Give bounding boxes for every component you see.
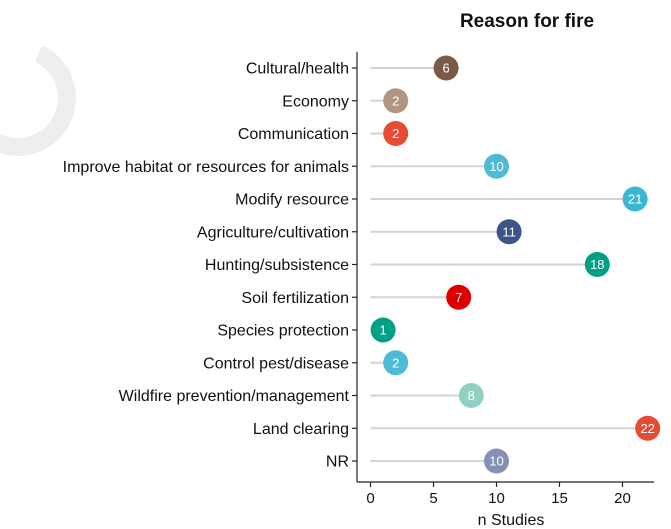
point-10 [458,383,484,408]
value-label-9: 2 [392,355,399,370]
value-label-7: 7 [455,290,462,305]
category-label-6: Hunting/subsistence [205,257,349,274]
point-3 [484,153,509,179]
chart-title: Reason for fire [460,11,594,32]
x-tick-label-4: 20 [614,490,631,507]
value-label-4: 21 [628,192,642,207]
point-1 [383,88,409,114]
point-11 [635,415,661,441]
category-label-5: Agriculture/cultivation [197,224,349,241]
point-6 [584,252,610,277]
point-7 [446,284,472,310]
x-axis-label: n Studies [478,512,545,529]
category-label-1: Economy [282,93,349,110]
category-label-9: Control pest/disease [203,355,349,372]
category-label-4: Modify resource [235,192,349,209]
point-0 [433,55,459,81]
category-label-12: NR [326,454,349,471]
value-label-8: 1 [379,323,386,338]
x-tick-label-1: 5 [429,490,437,507]
category-label-3: Improve habitat or resources for animals [63,159,349,176]
value-label-1: 2 [392,93,399,108]
point-9 [383,350,409,376]
value-label-10: 8 [468,388,475,403]
value-label-6: 18 [590,257,604,272]
category-label-0: Cultural/health [246,61,349,78]
value-label-12: 10 [489,454,503,469]
value-label-0: 6 [442,61,449,76]
point-2 [383,121,409,146]
value-label-11: 22 [640,421,654,436]
x-tick-label-3: 15 [551,490,568,507]
x-tick-label-0: 0 [366,490,374,507]
category-label-8: Species protection [217,323,349,340]
category-label-10: Wildfire prevention/management [119,388,350,405]
value-label-3: 10 [489,159,503,174]
point-5 [496,219,522,245]
category-label-11: Land clearing [253,421,349,438]
plot-area: Cultural/health 6 Economy 2 Communication 2 Im… [63,52,661,507]
category-label-2: Communication [238,126,349,143]
point-4 [622,186,648,212]
point-12 [484,448,509,474]
value-label-2: 2 [392,126,399,141]
category-label-7: Soil fertilization [241,290,349,307]
point-8 [370,317,396,343]
value-label-5: 11 [502,224,516,239]
x-tick-label-2: 10 [488,490,505,507]
